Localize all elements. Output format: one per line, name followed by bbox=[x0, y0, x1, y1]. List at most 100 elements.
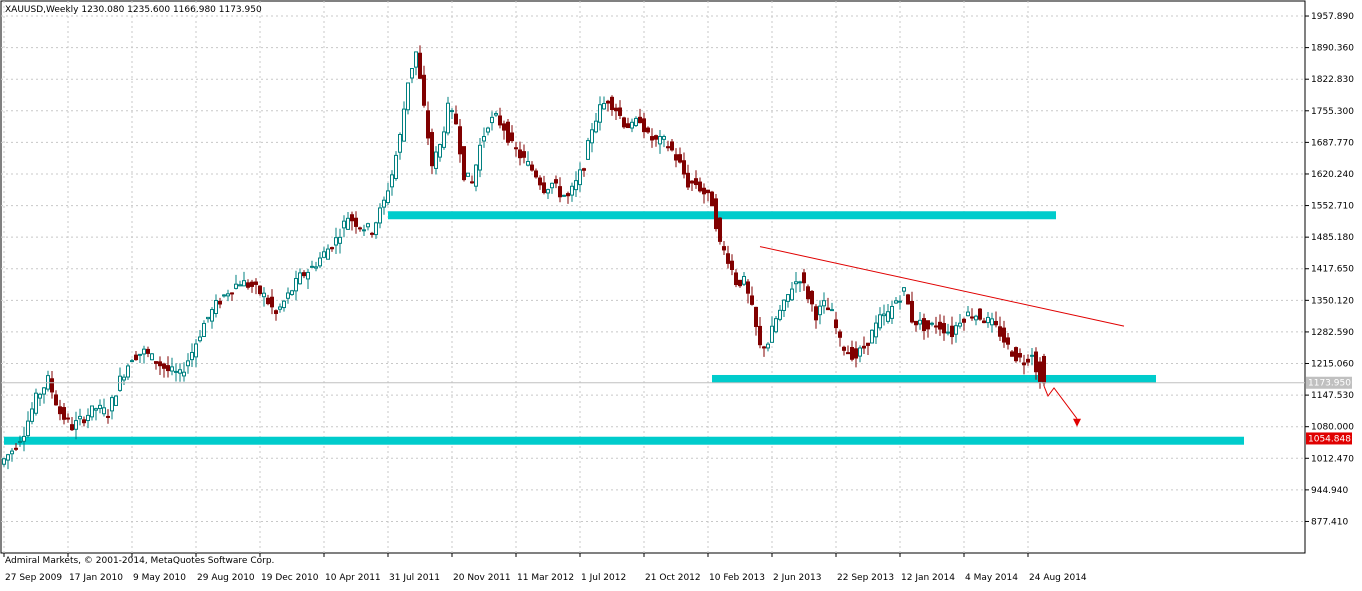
y-tick-label: 1890.360 bbox=[1311, 44, 1354, 54]
candle-body bbox=[486, 127, 490, 133]
candle-body bbox=[450, 110, 454, 113]
candle-body bbox=[382, 199, 386, 208]
candle-body bbox=[482, 136, 486, 142]
candle-body bbox=[590, 129, 594, 144]
candle-body bbox=[826, 307, 830, 311]
candle-body bbox=[598, 104, 602, 123]
y-axis: 1957.890 1890.360 1822.830 1755.300 1687.770… bbox=[1305, 12, 1354, 527]
x-tick-label: 22 Sep 2013 bbox=[837, 573, 894, 583]
candle-body bbox=[726, 253, 730, 264]
candle-body bbox=[1038, 361, 1042, 382]
candle-body bbox=[654, 135, 658, 140]
candle-body bbox=[934, 325, 938, 328]
candle-body bbox=[270, 296, 274, 308]
x-tick-label: 21 Oct 2012 bbox=[645, 573, 701, 583]
current-price-label: 1173.950 bbox=[1308, 379, 1351, 389]
candle-body bbox=[866, 342, 870, 346]
candle-body bbox=[1026, 358, 1030, 363]
candle-body bbox=[310, 265, 314, 268]
candle-body bbox=[314, 266, 318, 269]
x-tick-label: 20 Nov 2011 bbox=[453, 573, 511, 583]
candle-body bbox=[554, 179, 558, 184]
candle-body bbox=[1010, 351, 1014, 357]
candle-body bbox=[906, 294, 910, 305]
candle-body bbox=[170, 366, 174, 372]
candle-body bbox=[454, 113, 458, 125]
candle-body bbox=[166, 365, 170, 372]
candle-body bbox=[706, 189, 710, 194]
candle-body bbox=[998, 326, 1002, 337]
y-tick-label: 1012.470 bbox=[1311, 454, 1354, 464]
candle-body bbox=[822, 300, 826, 307]
candle-body bbox=[930, 322, 934, 325]
candle-body bbox=[214, 299, 218, 314]
candle-body bbox=[542, 182, 546, 194]
candle-body bbox=[418, 52, 422, 79]
candle-body bbox=[902, 287, 906, 292]
candle-body bbox=[414, 51, 418, 68]
candle-body bbox=[558, 186, 562, 198]
candle-body bbox=[842, 346, 846, 351]
candle-body bbox=[646, 127, 650, 133]
candle-body bbox=[62, 407, 66, 420]
candle-body bbox=[438, 144, 442, 158]
candle-body bbox=[918, 319, 922, 325]
candle-body bbox=[818, 305, 822, 316]
candle-body bbox=[846, 352, 850, 355]
candle-body bbox=[346, 217, 350, 230]
candle-body bbox=[442, 131, 446, 148]
candle-body bbox=[126, 365, 130, 378]
candle-body bbox=[210, 309, 214, 322]
candle-body bbox=[750, 295, 754, 305]
candle-body bbox=[462, 146, 466, 181]
candle-body bbox=[58, 406, 62, 415]
candle-body bbox=[562, 194, 566, 197]
candle-body bbox=[978, 308, 982, 320]
candle-body bbox=[410, 68, 414, 79]
candle-body bbox=[954, 325, 958, 335]
candle-body bbox=[894, 300, 898, 304]
candle-body bbox=[986, 316, 990, 324]
y-tick-label: 1215.060 bbox=[1311, 360, 1354, 370]
candle-body bbox=[1034, 351, 1038, 373]
candle-body bbox=[682, 160, 686, 175]
candle-body bbox=[754, 306, 758, 328]
candle-body bbox=[1018, 353, 1022, 358]
candle-body bbox=[278, 306, 282, 310]
x-tick-label: 27 Sep 2009 bbox=[5, 573, 62, 583]
candle-body bbox=[226, 293, 230, 297]
candle-body bbox=[926, 320, 930, 330]
candle-body bbox=[326, 248, 330, 260]
candle-body bbox=[22, 435, 26, 442]
candle-body bbox=[770, 325, 774, 343]
candle-body bbox=[390, 174, 394, 188]
candle-body bbox=[86, 414, 90, 422]
y-tick-label: 1687.770 bbox=[1311, 138, 1354, 148]
candle-body bbox=[962, 318, 966, 323]
candle-body bbox=[778, 309, 782, 320]
candle-body bbox=[138, 353, 142, 356]
candle-body bbox=[318, 257, 322, 267]
candle-body bbox=[174, 370, 178, 373]
x-tick-label: 1 Jul 2012 bbox=[581, 573, 626, 583]
candle-body bbox=[838, 331, 842, 338]
candle-body bbox=[306, 271, 310, 280]
candle-body bbox=[14, 447, 18, 450]
candle-body bbox=[538, 177, 542, 186]
y-tick-label: 1822.830 bbox=[1311, 75, 1354, 85]
candle-body bbox=[342, 220, 346, 229]
candle-body bbox=[478, 144, 482, 171]
candle-body bbox=[1006, 337, 1010, 345]
candle-body bbox=[830, 309, 834, 312]
candle-body bbox=[886, 311, 890, 322]
candle-body bbox=[910, 300, 914, 323]
candle-body bbox=[566, 193, 570, 197]
candle-body bbox=[446, 102, 450, 134]
candle-body bbox=[798, 281, 802, 284]
candle-body bbox=[114, 395, 118, 406]
y-tick-label: 1080.000 bbox=[1311, 423, 1354, 433]
candle-body bbox=[118, 375, 122, 391]
candle-body bbox=[302, 272, 306, 277]
x-tick-label: 19 Dec 2010 bbox=[261, 573, 319, 583]
candle-body bbox=[158, 361, 162, 367]
